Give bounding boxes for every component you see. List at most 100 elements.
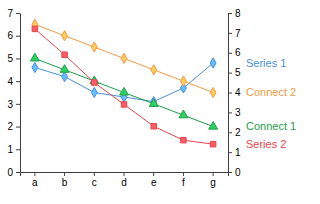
tick: g: [210, 172, 216, 188]
marker: [62, 72, 68, 82]
tick-mark: [228, 53, 232, 54]
tick-label: 4: [7, 76, 13, 87]
tick-mark: [16, 127, 20, 128]
tick-label: 0: [7, 167, 13, 178]
tick-mark: [228, 13, 232, 14]
tick-label: 6: [7, 30, 13, 41]
tick: 0: [7, 167, 20, 178]
tick-label: 1: [235, 147, 241, 158]
tick-mark: [16, 81, 20, 82]
tick-label: 7: [7, 8, 13, 19]
tick-mark: [16, 172, 20, 173]
axis-line: [21, 173, 229, 177]
series-label: Series 1: [246, 57, 286, 69]
tick-mark: [94, 172, 95, 176]
tick-mark: [228, 93, 232, 94]
chart: a b c d e f g 0 1 2 3 4 5 6 7 0 1 2 3 4 5 6 7 8 Series 1 Connect …: [0, 0, 320, 204]
series-label: Series 2: [246, 138, 286, 150]
marker: [180, 76, 186, 86]
tick-label: 4: [235, 87, 241, 98]
marker: [32, 62, 38, 72]
tick: 7: [7, 8, 20, 19]
tick-mark: [228, 152, 232, 153]
tick-label: 5: [235, 67, 241, 78]
tick: c: [92, 172, 97, 188]
series-line: [35, 24, 213, 92]
tick-mark: [228, 112, 232, 113]
marker: [121, 102, 126, 107]
tick: 1: [7, 144, 20, 155]
marker: [91, 42, 97, 52]
marker: [181, 137, 186, 142]
tick-label: 5: [7, 53, 13, 64]
tick-mark: [16, 36, 20, 37]
tick: e: [151, 172, 157, 188]
marker: [210, 87, 216, 97]
series-labels: Series 1 Connect 2 Connect 1 Series 2: [246, 57, 296, 150]
tick: a: [32, 172, 38, 188]
marker: [149, 99, 158, 107]
tick-mark: [16, 58, 20, 59]
tick-label: d: [121, 177, 127, 188]
tick-label: a: [32, 177, 38, 188]
tick-label: g: [210, 177, 216, 188]
plot: a b c d e f g 0 1 2 3 4 5 6 7 0 1 2 3 4 5 6 7 8 Series 1 Connect …: [7, 8, 296, 188]
tick: 5: [7, 53, 20, 64]
y2-axis: 0 1 2 3 4 5 6 7 8: [228, 8, 241, 178]
tick: 2: [228, 127, 241, 138]
marker: [209, 121, 218, 129]
tick-mark: [34, 172, 35, 176]
tick: 4: [228, 87, 241, 98]
tick-label: 1: [7, 144, 13, 155]
tick-label: 3: [7, 99, 13, 110]
tick: 6: [228, 47, 241, 58]
tick-mark: [153, 172, 154, 176]
marker: [120, 87, 129, 95]
series-line: [35, 58, 213, 126]
marks: [30, 19, 217, 147]
marker: [60, 65, 69, 73]
tick-mark: [183, 172, 184, 176]
marker: [151, 124, 156, 129]
tick: 4: [7, 76, 20, 87]
marker: [92, 80, 97, 85]
marker: [30, 53, 39, 61]
tick-label: 7: [235, 28, 241, 39]
tick-mark: [16, 149, 20, 150]
tick-mark: [213, 172, 214, 176]
x-axis: a b c d e f g: [21, 172, 229, 188]
marker: [210, 141, 215, 146]
series-line: [35, 29, 213, 144]
tick-mark: [228, 33, 232, 34]
tick: 2: [7, 121, 20, 132]
tick-label: 0: [235, 167, 241, 178]
tick-mark: [124, 172, 125, 176]
marker: [91, 87, 97, 97]
series-label: Connect 1: [246, 120, 296, 132]
tick: 1: [228, 147, 241, 158]
tick-label: b: [62, 177, 68, 188]
tick-mark: [228, 132, 232, 133]
marker: [62, 52, 67, 57]
tick: 6: [7, 30, 20, 41]
tick-mark: [228, 172, 232, 173]
series-label: Connect 2: [246, 86, 296, 98]
tick-label: 2: [235, 127, 241, 138]
tick-mark: [16, 13, 20, 14]
marker: [151, 65, 157, 75]
tick: 0: [228, 167, 241, 178]
tick: f: [182, 172, 185, 188]
tick: 3: [228, 107, 241, 118]
tick-label: e: [151, 177, 157, 188]
tick-label: 3: [235, 107, 241, 118]
tick: 5: [228, 67, 241, 78]
tick-mark: [64, 172, 65, 176]
tick-label: f: [182, 177, 185, 188]
tick: 7: [228, 28, 241, 39]
marker: [32, 26, 37, 31]
tick: b: [62, 172, 68, 188]
tick-label: 6: [235, 47, 241, 58]
tick-mark: [228, 73, 232, 74]
tick-label: c: [92, 177, 97, 188]
tick: 8: [228, 8, 241, 19]
